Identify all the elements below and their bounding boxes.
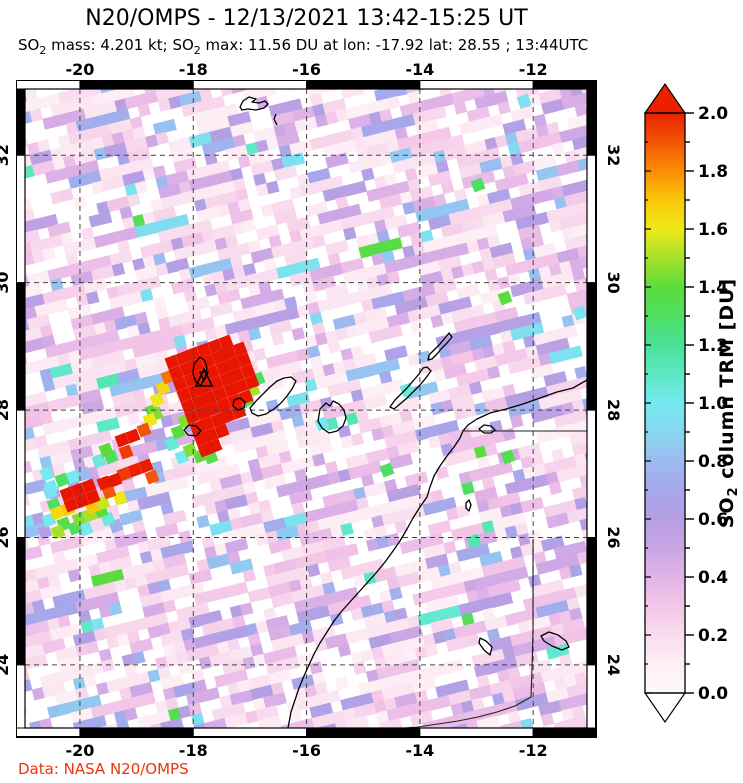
coastline-la-gomera bbox=[232, 397, 246, 411]
right-axis-tick-label: 32 bbox=[604, 144, 623, 166]
gridlines bbox=[25, 89, 587, 728]
right-axis-tick-label: 24 bbox=[604, 654, 623, 676]
colorbar-tick-label: 0.2 bbox=[698, 626, 728, 646]
colorbar-under-arrow bbox=[643, 692, 687, 724]
top-axis-tick-label: -20 bbox=[66, 60, 95, 79]
bottom-axis-tick-label: -18 bbox=[179, 741, 208, 760]
coastline-la-palma bbox=[192, 356, 208, 386]
left-axis-tick-label: 30 bbox=[0, 272, 12, 294]
subtitle-text: max: 11.56 DU at lon: -17.92 lat: 28.55 … bbox=[200, 36, 589, 54]
colorbar-tick-label: 1.2 bbox=[698, 336, 728, 356]
left-axis-tick-label: 26 bbox=[0, 526, 12, 548]
subscript-2: 2 bbox=[39, 44, 47, 57]
coastline-gran-canaria bbox=[317, 400, 347, 434]
coastline-sebkha-1 bbox=[478, 637, 493, 656]
top-axis-tick-label: -14 bbox=[405, 60, 434, 79]
left-axis-tick-label: 24 bbox=[0, 654, 12, 676]
coastline-desertas bbox=[273, 113, 278, 126]
bottom-axis-tick-label: -14 bbox=[405, 741, 434, 760]
subtitle-text: mass: 4.201 kt; SO bbox=[46, 36, 194, 54]
colorbar-tick-label: 1.0 bbox=[698, 394, 728, 414]
colorbar-tick-label: 0.8 bbox=[698, 452, 728, 472]
coastline-lanzarote bbox=[427, 332, 453, 361]
coastline-tenerife bbox=[249, 376, 297, 417]
subscript-2: 2 bbox=[193, 44, 201, 57]
bottom-axis-tick-label: -12 bbox=[519, 741, 548, 760]
right-axis-tick-label: 28 bbox=[604, 399, 623, 421]
subtitle: SO2 mass: 4.201 kt; SO2 max: 11.56 DU at… bbox=[18, 36, 588, 57]
top-axis-tick-label: -18 bbox=[179, 60, 208, 79]
coastline-coastal-inlet bbox=[465, 499, 472, 512]
colorbar: 0.0 0.2 0.4 0.6 0.8 1.0 1.2 1.4 1.6 1.8 2.0 SO2 col… bbox=[643, 82, 741, 724]
coastline-el-hierro bbox=[183, 424, 202, 437]
colorbar-unit-label: SO2 column TRM [DU] bbox=[716, 278, 741, 528]
coastline-madeira bbox=[239, 96, 269, 111]
coastline-fuerteventura bbox=[389, 366, 432, 410]
right-axis-tick-label: 26 bbox=[604, 526, 623, 548]
coastline-sebkha-2 bbox=[540, 631, 570, 651]
bottom-axis-tick-label: -20 bbox=[66, 741, 95, 760]
colorbar-tick-label: 0.4 bbox=[698, 568, 728, 588]
so2-plume-cells bbox=[37, 93, 587, 549]
noise-field bbox=[25, 89, 587, 728]
colorbar-tick-label: 2.0 bbox=[698, 104, 728, 124]
axis-labels: -20 -20 -18 -18 -16 -16 -14 -14 -12 -12 32 32 30 30 28… bbox=[0, 60, 623, 760]
colorbar-tick-label: 0.0 bbox=[698, 684, 728, 704]
bottom-axis-tick-label: -16 bbox=[292, 741, 321, 760]
volcano-marker bbox=[194, 367, 214, 387]
colorbar-over-arrow bbox=[643, 82, 687, 114]
right-axis-tick-label: 30 bbox=[604, 272, 623, 294]
data-credit: Data: NASA N20/OMPS bbox=[18, 760, 189, 778]
colorbar-tick-label: 1.6 bbox=[698, 220, 728, 240]
colorbar-tick-label: 0.6 bbox=[698, 510, 728, 530]
map-frame bbox=[16, 80, 598, 738]
left-axis-tick-label: 32 bbox=[0, 144, 12, 166]
subtitle-text: SO bbox=[18, 36, 40, 54]
coastline-african-coast bbox=[287, 379, 587, 728]
top-axis-tick-label: -16 bbox=[292, 60, 321, 79]
colorbar-tick-label: 1.4 bbox=[698, 278, 728, 298]
left-axis-tick-label: 28 bbox=[0, 399, 12, 421]
coastline-khnifiss-lagoon bbox=[478, 424, 496, 434]
top-axis-tick-label: -12 bbox=[519, 60, 548, 79]
border-western-sahara-mauritania bbox=[404, 540, 534, 728]
page-title: N20/OMPS - 12/13/2021 13:42-15:25 UT bbox=[85, 6, 528, 31]
colorbar-tick-label: 1.8 bbox=[698, 162, 728, 182]
coastlines bbox=[183, 96, 587, 728]
